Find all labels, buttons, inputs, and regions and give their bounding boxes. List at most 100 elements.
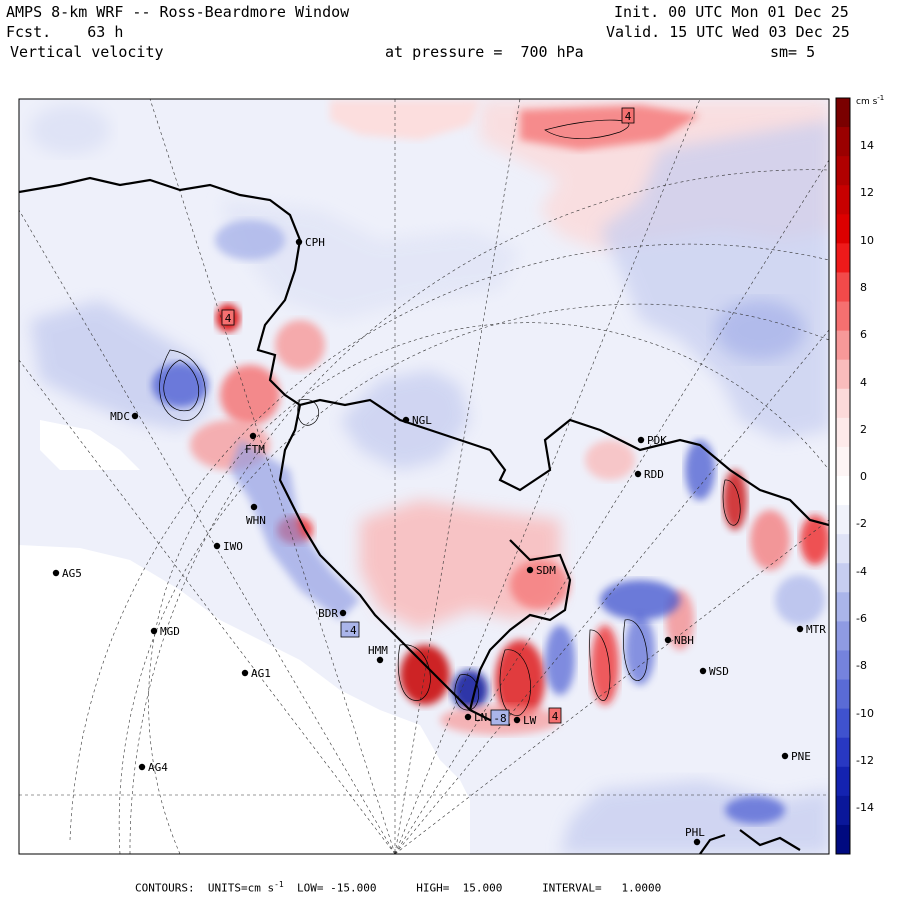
- no-data-region: [19, 545, 470, 854]
- station-dot-lw: [513, 716, 521, 724]
- extremum-box: [621, 107, 635, 124]
- colorbar-tick-label: 6: [860, 328, 867, 342]
- station-label-mdc: MDC: [110, 410, 130, 423]
- station-label-ag4: AG4: [148, 761, 168, 774]
- colorbar-tick-label: -6: [856, 612, 867, 625]
- station-label-ag1: AG1: [251, 667, 271, 680]
- colorbar-segment: [836, 156, 850, 186]
- station-dot-rdd: [634, 470, 642, 478]
- colorbar-segment: [836, 679, 850, 710]
- colorbar-segment: [836, 621, 850, 651]
- colorbar-tick-label: -2: [856, 517, 867, 531]
- colorbar-segment: [836, 301, 850, 332]
- colorbar-tick-label: 0: [860, 470, 867, 484]
- station-label-wsd: WSD: [709, 665, 729, 678]
- extremum-label: 4: [552, 710, 559, 723]
- coastline: [19, 176, 829, 854]
- extremum-box: [340, 621, 360, 638]
- variable-name: Vertical velocity: [10, 43, 164, 61]
- extremum-label: -4: [343, 624, 357, 637]
- contour-lines: [159, 119, 741, 716]
- station-label-ftm: FTM: [245, 443, 265, 456]
- station-dot-ngl: [402, 416, 410, 424]
- station-label-bdr: BDR: [318, 607, 338, 620]
- station-dot-ag4: [138, 763, 146, 771]
- extremum-label: 4: [625, 110, 632, 123]
- colorbar-segment: [836, 563, 850, 593]
- colorbar-segment: [836, 417, 850, 448]
- station-dot-ag1: [241, 669, 249, 677]
- colorbar-tick-label: 8: [860, 280, 867, 294]
- station-dot-mgd: [150, 627, 158, 635]
- graticule: [19, 99, 829, 854]
- station-label-cph: CPH: [305, 236, 325, 249]
- extremum-label: 4: [225, 312, 232, 325]
- colorbar-segment: [836, 185, 850, 215]
- colorbar-segment: [836, 446, 850, 477]
- colorbar-segment: [836, 737, 850, 768]
- colorbar-segment: [836, 243, 850, 273]
- valid-time: Valid. 15 UTC Wed 03 Dec 25: [606, 23, 850, 41]
- model-title: AMPS 8-km WRF -- Ross-Beardmore Window: [6, 3, 350, 21]
- station-label-hmm: HMM: [368, 644, 388, 657]
- station-dot-iwo: [213, 542, 221, 550]
- colorbar-frame: [835, 97, 851, 855]
- colorbar-segment: [836, 330, 850, 361]
- colorbar-tick-label: 12: [860, 186, 874, 200]
- station-dot-sdm: [526, 566, 534, 574]
- colorbar-segment: [836, 592, 850, 622]
- colorbar: [835, 97, 851, 855]
- colorbar-segment: [836, 98, 850, 128]
- station-label-whn: WHN: [246, 514, 266, 527]
- smoothing-value: sm= 5: [770, 43, 816, 61]
- map-field: [19, 99, 829, 854]
- map-frame: [18, 98, 830, 855]
- station-label-pdk: PDK: [647, 434, 667, 447]
- colorbar-segment: [836, 127, 850, 157]
- colorbar-units: cm s-1: [856, 94, 885, 107]
- extrema-markers: 4 4 -4 -8 4: [221, 107, 635, 726]
- station-dot-pdk: [637, 436, 645, 444]
- colorbar-segment: [836, 359, 850, 390]
- contours-label: CONTOURS:: [135, 881, 195, 895]
- colorbar-segment: [836, 388, 850, 419]
- colorbar-segment: [836, 766, 850, 797]
- colorbar-tick-label: -8: [856, 659, 867, 673]
- units-label: UNITS=cm s: [207, 881, 275, 895]
- colorbar-segment: [836, 214, 850, 244]
- colorbar-segment: [836, 650, 850, 681]
- interval-value: INTERVAL= 1.0000: [542, 881, 662, 895]
- colorbar-segment: [836, 505, 850, 535]
- station-dot-wsd: [699, 667, 707, 675]
- station-label-ln: LN: [474, 711, 487, 724]
- low-value: LOW= -15.000: [296, 881, 377, 895]
- extremum-label: -8: [493, 712, 506, 725]
- high-value: HIGH= 15.000: [416, 881, 503, 895]
- colorbar-tick-label: 4: [860, 375, 867, 389]
- forecast-hour: Fcst. 63 h: [6, 23, 124, 41]
- colorbar-segment: [836, 534, 850, 564]
- station-label-mgd: MGD: [160, 625, 180, 638]
- extremum-box: [490, 709, 510, 726]
- station-dot-bdr: [339, 609, 347, 617]
- station-dot-mtr: [796, 625, 804, 633]
- colorbar-tick-label: 10: [860, 233, 874, 247]
- colorbar-tick-label: -10: [856, 706, 874, 720]
- colorbar-tick-label: 2: [860, 422, 867, 436]
- station-dot-nbh: [664, 636, 672, 644]
- station-label-phl: PHL: [685, 826, 705, 839]
- station-dot-hmm: [376, 656, 384, 664]
- init-time: Init. 00 UTC Mon 01 Dec 25: [614, 3, 849, 21]
- station-dot-ln: [464, 713, 472, 721]
- colorbar-segment: [836, 795, 850, 826]
- colorbar-segment: [836, 272, 850, 303]
- colorbar-segment: [836, 708, 850, 739]
- station-label-rdd: RDD: [644, 468, 664, 481]
- station-label-ngl: NGL: [412, 414, 432, 427]
- contour-info: CONTOURS: UNITS=cm s-1 LOW= -15.000 HIGH…: [135, 880, 661, 895]
- station-dot-mdc: [131, 412, 139, 420]
- colorbar-tick-label: -14: [856, 801, 874, 815]
- station-dot-cph: [295, 238, 303, 246]
- station-label-mtr: MTR: [806, 623, 826, 636]
